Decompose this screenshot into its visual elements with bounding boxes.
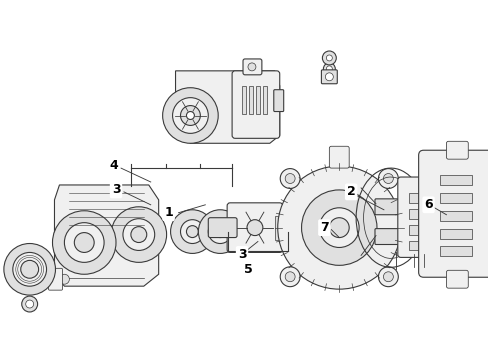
Bar <box>409 225 429 235</box>
Text: 6: 6 <box>424 198 433 211</box>
Circle shape <box>322 51 336 65</box>
Bar <box>409 240 429 251</box>
FancyBboxPatch shape <box>375 199 405 215</box>
Bar <box>441 211 472 221</box>
Circle shape <box>131 227 147 243</box>
FancyBboxPatch shape <box>321 70 337 84</box>
Circle shape <box>13 252 47 286</box>
Circle shape <box>74 233 94 252</box>
Bar <box>409 193 429 203</box>
FancyBboxPatch shape <box>227 203 283 252</box>
Circle shape <box>378 168 398 188</box>
Circle shape <box>187 226 198 238</box>
FancyBboxPatch shape <box>398 177 439 257</box>
FancyBboxPatch shape <box>446 141 468 159</box>
Bar <box>256 86 260 113</box>
Circle shape <box>280 267 300 287</box>
Circle shape <box>329 218 349 238</box>
Bar <box>441 175 472 185</box>
FancyBboxPatch shape <box>329 146 349 168</box>
Circle shape <box>123 219 155 251</box>
Text: 4: 4 <box>110 159 119 172</box>
Bar <box>283 216 288 239</box>
Circle shape <box>214 226 226 238</box>
FancyBboxPatch shape <box>232 71 280 138</box>
Circle shape <box>208 220 232 243</box>
FancyBboxPatch shape <box>243 59 262 75</box>
Bar <box>409 209 429 219</box>
Circle shape <box>180 220 204 243</box>
Bar <box>263 86 267 113</box>
FancyBboxPatch shape <box>274 90 284 112</box>
Circle shape <box>326 66 332 72</box>
Circle shape <box>325 73 333 81</box>
Text: 7: 7 <box>320 221 329 234</box>
Circle shape <box>301 190 377 265</box>
Circle shape <box>64 223 104 262</box>
Text: 3: 3 <box>238 248 246 261</box>
Circle shape <box>326 55 332 61</box>
Circle shape <box>247 220 263 235</box>
Circle shape <box>163 88 218 143</box>
Circle shape <box>278 166 401 289</box>
Bar <box>242 86 246 113</box>
Circle shape <box>323 63 335 75</box>
FancyBboxPatch shape <box>208 218 237 238</box>
Circle shape <box>285 174 295 184</box>
Circle shape <box>280 168 300 188</box>
Circle shape <box>22 296 38 312</box>
Bar <box>275 216 280 239</box>
FancyBboxPatch shape <box>418 150 490 277</box>
Circle shape <box>25 300 34 308</box>
Polygon shape <box>54 185 159 286</box>
FancyBboxPatch shape <box>375 229 405 244</box>
Circle shape <box>171 210 214 253</box>
Bar <box>441 193 472 203</box>
Circle shape <box>4 243 55 295</box>
Circle shape <box>378 267 398 287</box>
Bar <box>441 247 472 256</box>
Text: 5: 5 <box>244 263 252 276</box>
FancyBboxPatch shape <box>49 268 62 290</box>
Circle shape <box>198 210 242 253</box>
Circle shape <box>59 274 70 284</box>
Text: 1: 1 <box>164 206 173 219</box>
Circle shape <box>180 105 200 125</box>
Text: 2: 2 <box>347 185 356 198</box>
Bar <box>290 216 294 239</box>
Circle shape <box>383 174 393 184</box>
Circle shape <box>285 272 295 282</box>
Circle shape <box>111 207 167 262</box>
FancyBboxPatch shape <box>446 270 468 288</box>
Bar <box>441 229 472 239</box>
Bar <box>210 223 299 233</box>
Polygon shape <box>175 71 280 143</box>
Circle shape <box>187 112 195 120</box>
Circle shape <box>248 63 256 71</box>
Circle shape <box>319 208 359 247</box>
Bar <box>249 86 253 113</box>
Circle shape <box>52 211 116 274</box>
Circle shape <box>21 260 39 278</box>
Circle shape <box>172 98 208 133</box>
Text: 3: 3 <box>112 184 121 197</box>
Circle shape <box>383 272 393 282</box>
